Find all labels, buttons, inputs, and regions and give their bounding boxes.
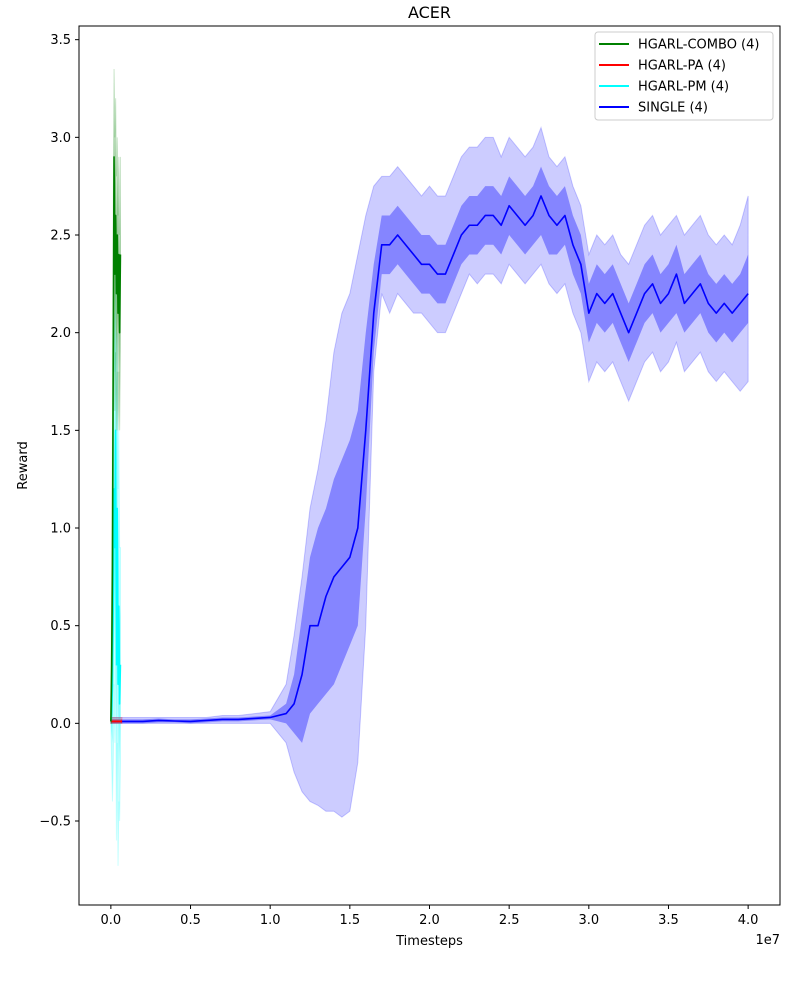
legend-box bbox=[594, 31, 774, 121]
legend-label: HGARL-PA (4) bbox=[638, 59, 726, 74]
legend-label: HGARL-COMBO (4) bbox=[638, 38, 759, 53]
y-tick-label: 1.0 bbox=[50, 522, 71, 537]
y-tick-label: 0.0 bbox=[50, 717, 71, 732]
legend-label: HGARL-PM (4) bbox=[638, 80, 729, 95]
x-tick-label: 2.5 bbox=[499, 913, 520, 928]
series-line-hgarl-pm-4 bbox=[110, 429, 122, 722]
y-tick-label: 2.0 bbox=[50, 326, 71, 341]
series-line-hgarl-combo-4 bbox=[110, 156, 122, 722]
series-line-single-4 bbox=[110, 195, 749, 723]
x-axis-offset-label: 1e7 bbox=[755, 933, 780, 948]
x-tick-label: 3.5 bbox=[658, 913, 679, 928]
y-axis-title: Reward bbox=[16, 441, 31, 489]
x-tick-label: 0.0 bbox=[101, 913, 122, 928]
x-tick-label: 1.5 bbox=[339, 913, 360, 928]
y-tick-label: 3.0 bbox=[50, 131, 71, 146]
plot-area bbox=[110, 68, 749, 866]
x-tick-label: 3.0 bbox=[578, 913, 599, 928]
x-tick-label: 1.0 bbox=[260, 913, 281, 928]
x-tick-label: 4.0 bbox=[738, 913, 759, 928]
series-range-band-single-4 bbox=[110, 126, 749, 818]
chart-title: ACER bbox=[408, 3, 451, 22]
y-tick-label: 0.5 bbox=[50, 619, 71, 634]
y-tick-label: −0.5 bbox=[39, 815, 71, 830]
y-tick-label: 1.5 bbox=[50, 424, 71, 439]
plot-series-group bbox=[110, 68, 749, 866]
x-axis-title: Timesteps bbox=[395, 934, 463, 949]
x-tick-label: 0.5 bbox=[180, 913, 201, 928]
legend-label: SINGLE (4) bbox=[638, 101, 708, 116]
legend: HGARL-COMBO (4) HGARL-PA (4) HGARL-PM (4) S… bbox=[594, 31, 774, 121]
y-tick-label: 2.5 bbox=[50, 229, 71, 244]
axes: 0.0 0.5 1.0 1.5 2.0 2.5 3.0 3.5 4.0 −0.5 0.0 0.5 1.0… bbox=[39, 25, 781, 928]
y-tick-label: 3.5 bbox=[50, 33, 71, 48]
x-tick-label: 2.0 bbox=[419, 913, 440, 928]
